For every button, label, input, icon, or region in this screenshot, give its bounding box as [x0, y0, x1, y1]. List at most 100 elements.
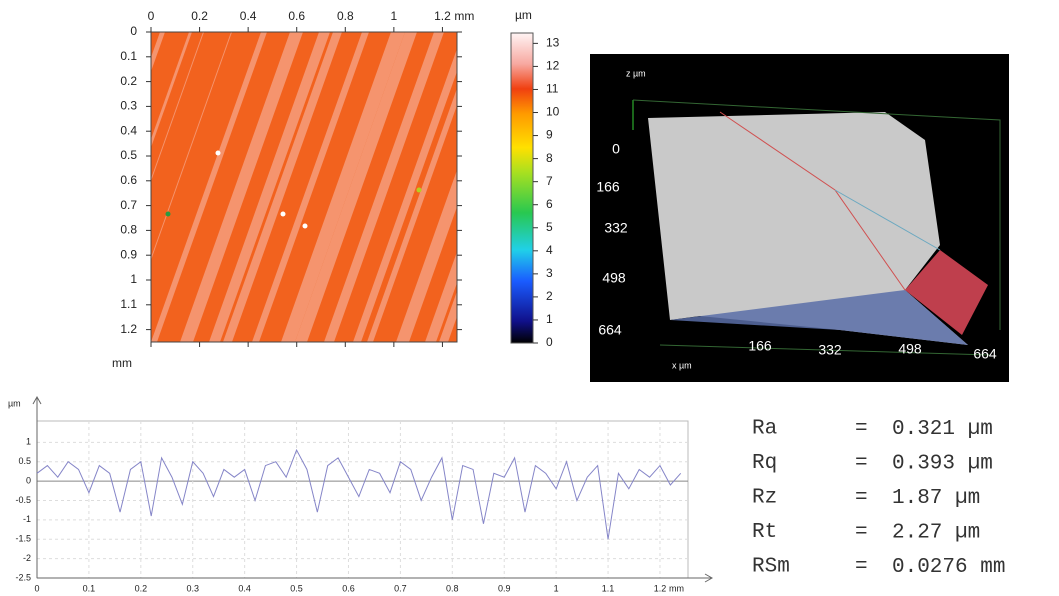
parameter-name: Rq [752, 452, 777, 475]
texture-stripe [151, 32, 267, 342]
texture-stripe [151, 32, 165, 72]
y-tick-label: 0.1 [120, 49, 137, 63]
texture-stripe [396, 170, 457, 342]
y-tick-label: 1.1 [120, 297, 137, 311]
x-tick-label: 0 [148, 9, 155, 23]
y-tick-label: 0.2 [120, 74, 137, 88]
colorbar-tick-label: 8 [546, 151, 553, 165]
surface-3d [632, 99, 1001, 356]
profile-line [36, 448, 682, 540]
x-tick-label: 0 [34, 583, 39, 593]
texture-stripe [180, 32, 303, 342]
y-tick-label: 0.8 [120, 223, 137, 237]
equals-sign: = [855, 521, 868, 544]
parameter-value: 0.321 µm [892, 418, 993, 441]
texture-spot [302, 223, 308, 229]
parameter-value: 2.27 µm [892, 521, 980, 544]
z-axis-label: z µm [626, 68, 646, 78]
x-tick-label: 1.2 [434, 9, 451, 23]
colorbar-tick-label: 9 [546, 128, 553, 142]
value: 0.393 [892, 452, 955, 475]
colorbar-tick-label: 4 [546, 243, 553, 257]
x-tick-label: 664 [973, 346, 997, 362]
y-tick-label: 0 [130, 24, 137, 38]
parameter-value: 1.87 µm [892, 487, 980, 510]
y-tick-label: 0 [26, 475, 31, 485]
section-line [834, 189, 941, 251]
texture-stripe [367, 88, 457, 342]
unit: mm [980, 556, 1005, 579]
z-tick-label: 0 [612, 141, 620, 157]
plot-frame [36, 420, 689, 579]
equals-sign: = [855, 452, 868, 475]
axis-arrow [704, 573, 714, 583]
x-tick-label: 1 [554, 583, 559, 593]
parameter-name: RSm [752, 556, 790, 579]
colorbar [510, 32, 534, 344]
y-tick-label: 0.5 [120, 148, 137, 162]
parameter-name: Ra [752, 418, 777, 441]
texture-stripe [209, 32, 330, 342]
value: 1.87 [892, 487, 942, 510]
texture-stripe [295, 32, 417, 342]
x-axis-label: x µm [672, 360, 692, 370]
unit: µm [955, 521, 980, 544]
x-tick-label: 0.8 [446, 583, 459, 593]
texture-stripe [151, 32, 232, 261]
y-tick-label: 0.4 [120, 123, 137, 137]
colorbar-tick-label: 11 [546, 82, 559, 96]
x-unit: mm [669, 583, 684, 593]
colorbar-tick-label: 5 [546, 220, 553, 234]
x-tick-label: 0.6 [288, 9, 305, 23]
y-tick-label: 1 [26, 437, 31, 447]
y-tick-label: 1 [130, 272, 137, 286]
texture-stripe [324, 32, 444, 342]
y-tick-label: -1.5 [15, 534, 31, 544]
x-unit: mm [454, 9, 474, 23]
x-tick-label: 0.9 [498, 583, 511, 593]
texture-stripe [252, 32, 369, 342]
colorbar-tick-label: 0 [546, 335, 553, 349]
colorbar-tick-label: 10 [546, 105, 560, 119]
z-tick-label: 498 [602, 270, 626, 286]
x-tick-label: 0.8 [337, 9, 354, 23]
texture-stripe [281, 32, 405, 342]
texture-stripe [353, 48, 457, 342]
section-plane-blue [670, 290, 968, 345]
unit: µm [968, 452, 993, 475]
y-axis-label: µm [8, 398, 21, 408]
colorbar-tick-label: 6 [546, 197, 553, 211]
x-tick-label: 498 [898, 341, 922, 357]
texture-stripe [439, 291, 457, 342]
x-tick-label: 0.3 [186, 583, 199, 593]
x-tick-label: 0.1 [83, 583, 96, 593]
axis [632, 99, 1001, 330]
x-tick-label: 166 [748, 338, 772, 354]
colorbar-tick-label: 1 [546, 312, 553, 326]
x-tick-label: 0.4 [240, 9, 257, 23]
y-tick-label: -2 [23, 553, 31, 563]
x-tick-label: 0.7 [394, 583, 407, 593]
colorbar-label: µm [515, 8, 532, 22]
map-frame [150, 31, 458, 343]
texture-spot [215, 150, 221, 156]
x-tick-label: 0.5 [290, 583, 303, 593]
colorbar-tick-label: 2 [546, 289, 553, 303]
colorbar-tick-label: 13 [546, 36, 560, 50]
x-tick-label: 332 [818, 342, 842, 358]
y-tick-label: 0.3 [120, 99, 137, 113]
x-tick-label: 0.4 [238, 583, 251, 593]
texture-stripe [151, 32, 204, 182]
parameter-name: Rz [752, 487, 777, 510]
y-tick-label: 1.2 [120, 322, 137, 336]
y-tick-label: 0.5 [18, 456, 31, 466]
y-tick-label: 0.9 [120, 247, 137, 261]
equals-sign: = [855, 418, 868, 441]
section-plane-red [905, 250, 988, 335]
y-tick-label: 0.6 [120, 173, 137, 187]
texture-spot [280, 211, 286, 217]
equals-sign: = [855, 556, 868, 579]
x-tick-label: 1.1 [602, 583, 615, 593]
equals-sign: = [855, 487, 868, 510]
